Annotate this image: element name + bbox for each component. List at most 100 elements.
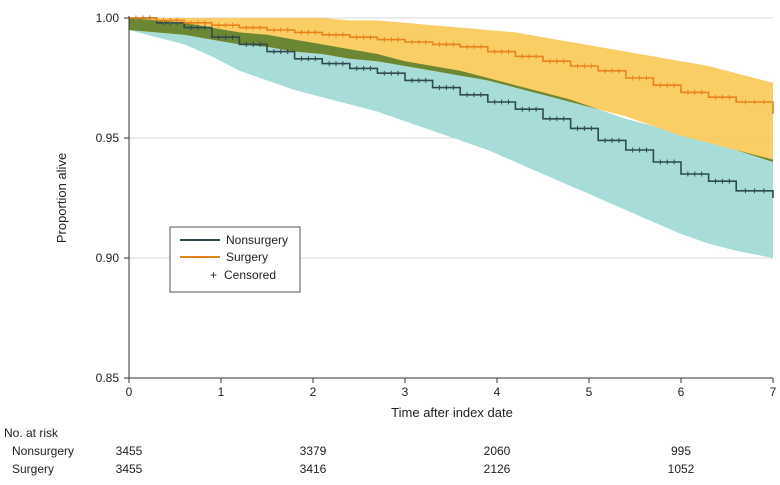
censor-mark-nonsurgery [444, 85, 449, 91]
censor-mark-nonsurgery [230, 34, 235, 40]
censor-mark-surgery [465, 44, 470, 50]
x-tick-label-7: 7 [770, 385, 777, 399]
censor-mark-nonsurgery [409, 77, 414, 83]
censor-mark-nonsurgery [271, 49, 276, 55]
censor-mark-nonsurgery [354, 65, 359, 71]
censor-mark-surgery [168, 17, 173, 23]
risk-value-surgery-0: 3455 [116, 462, 143, 476]
censor-mark-surgery [147, 15, 152, 21]
censor-mark-nonsurgery [534, 106, 539, 112]
censor-mark-surgery [554, 58, 559, 64]
risk-value-nonsurgery-3: 995 [671, 444, 691, 458]
censor-mark-nonsurgery [630, 147, 635, 153]
censor-mark-surgery [327, 32, 332, 38]
censor-mark-surgery [196, 20, 200, 26]
censor-mark-nonsurgery [189, 25, 194, 31]
y-tick-label-0.95: 0.95 [96, 131, 120, 145]
censor-mark-surgery [506, 49, 511, 55]
risk-row-label-nonsurgery: Nonsurgery [12, 444, 74, 458]
censor-mark-nonsurgery [313, 56, 318, 62]
censor-mark-surgery [278, 27, 283, 33]
censor-mark-nonsurgery [251, 41, 256, 47]
censor-mark-nonsurgery [637, 147, 642, 153]
censor-mark-nonsurgery [368, 65, 373, 71]
censor-mark-nonsurgery [589, 125, 594, 131]
censor-mark-surgery [258, 25, 263, 31]
censor-mark-nonsurgery [340, 61, 345, 67]
censor-mark-surgery [382, 37, 387, 43]
censor-mark-surgery [175, 17, 180, 23]
x-tick-label-1: 1 [218, 385, 225, 399]
censor-mark-surgery [478, 44, 483, 50]
curve-surgery [129, 17, 774, 114]
censor-mark-surgery [582, 63, 587, 69]
censor-mark-surgery [202, 20, 207, 26]
censor-mark-surgery [658, 82, 663, 88]
censor-mark-nonsurgery [658, 159, 663, 165]
band-nonsurgery [129, 18, 773, 258]
censor-mark-surgery [444, 41, 449, 47]
y-tick-label-0.85: 0.85 [96, 371, 120, 385]
censor-mark-nonsurgery [382, 70, 387, 76]
censor-mark-surgery [334, 32, 338, 38]
censor-mark-nonsurgery [752, 188, 757, 194]
censor-mark-nonsurgery [575, 125, 580, 131]
censor-mark-surgery [644, 75, 649, 81]
censor-mark-surgery [416, 39, 421, 45]
risk-row-label-surgery: Surgery [12, 462, 54, 476]
curve-nonsurgery [129, 17, 774, 198]
censor-mark-nonsurgery [616, 137, 621, 143]
censor-mark-surgery [727, 94, 732, 100]
censor-mark-nonsurgery [451, 85, 456, 91]
censor-mark-surgery [340, 32, 345, 38]
censor-mark-nonsurgery [743, 188, 748, 194]
censor-mark-surgery [637, 75, 642, 81]
censor-mark-surgery [665, 82, 670, 88]
censor-mark-surgery [361, 34, 366, 40]
censor-mark-surgery [223, 22, 228, 28]
censor-mark-surgery [409, 39, 414, 45]
censor-mark-nonsurgery [223, 34, 228, 40]
censor-mark-surgery [306, 29, 311, 35]
censor-mark-surgery [299, 29, 304, 35]
censor-mark-nonsurgery [416, 77, 421, 83]
censor-mark-surgery [161, 17, 166, 23]
censor-mark-nonsurgery [699, 171, 704, 177]
censor-mark-surgery [672, 82, 677, 88]
censor-mark-surgery [251, 25, 256, 31]
censor-mark-nonsurgery [761, 188, 766, 194]
censor-mark-nonsurgery [327, 61, 332, 67]
censor-mark-surgery [189, 20, 194, 26]
x-tick-label-6: 6 [678, 385, 685, 399]
censor-mark-surgery [692, 89, 697, 95]
censor-mark-nonsurgery [478, 92, 483, 98]
censor-mark-nonsurgery [216, 34, 221, 40]
censor-mark-surgery [244, 25, 249, 31]
x-tick-label-0: 0 [126, 385, 133, 399]
censor-mark-nonsurgery [472, 92, 476, 98]
x-tick-label-3: 3 [402, 385, 409, 399]
censor-mark-nonsurgery [603, 137, 608, 143]
censor-mark-nonsurgery [554, 116, 559, 122]
censor-mark-nonsurgery [672, 159, 677, 165]
risk-value-surgery-3: 1052 [668, 462, 695, 476]
censor-mark-nonsurgery [258, 41, 263, 47]
censor-mark-surgery [354, 34, 359, 40]
y-axis-title: Proportion alive [54, 153, 69, 243]
censor-mark-surgery [499, 49, 504, 55]
censor-mark-surgery [752, 99, 757, 105]
x-tick-label-2: 2 [310, 385, 317, 399]
censor-mark-surgery [216, 22, 221, 28]
censor-mark-surgery [761, 99, 766, 105]
censor-mark-nonsurgery [713, 178, 718, 184]
censor-mark-surgery [616, 68, 621, 74]
band-overlap [129, 18, 773, 162]
censor-mark-nonsurgery [720, 178, 725, 184]
legend-label-nonsurgery: Nonsurgery [226, 233, 288, 247]
censor-mark-nonsurgery [437, 85, 442, 91]
censor-mark-nonsurgery [561, 116, 566, 122]
censor-mark-surgery [271, 27, 276, 33]
risk-value-nonsurgery-1: 3379 [300, 444, 327, 458]
censor-mark-surgery [285, 27, 290, 33]
